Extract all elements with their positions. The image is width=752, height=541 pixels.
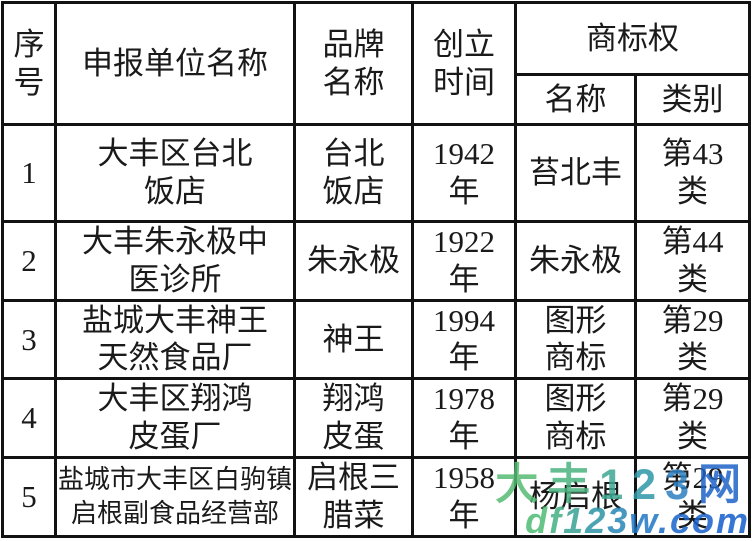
cell-tm-name: 杨启根: [514, 455, 637, 538]
cell-serial: 2: [1, 220, 57, 302]
header-row-sub: 名称 类别: [3, 73, 751, 126]
cell-tm-name: 苔北丰: [514, 123, 637, 223]
cell-company: 大丰区台北 饭店: [54, 123, 296, 223]
cell-serial: 1: [1, 123, 57, 223]
table-row: 5 盐城市大丰区白驹镇 启根副食品经营部 启根三 腊菜 1958 年 杨启根 第…: [1, 455, 751, 538]
cell-company: 盐城大丰神王 天然食品厂: [54, 298, 296, 381]
cell-founded: 1922 年: [411, 220, 517, 302]
header-trademark-group: 商标权: [514, 1, 751, 76]
cell-tm-name: 朱永极: [514, 220, 637, 302]
cell-brand: 朱永极: [293, 220, 414, 302]
cell-tm-class: 第29 类: [634, 377, 751, 459]
cell-tm-class: 第44 类: [634, 220, 751, 302]
header-founded: 创立 时间: [411, 1, 517, 126]
header-row-top: 序 号 申报单位名称 品牌 名称 创立 时间 商标权: [1, 1, 751, 126]
header-tm-name: 名称: [514, 73, 637, 126]
table-row: 4 大丰区翔鸿 皮蛋厂 翔鸿 皮蛋 1978 年 图形 商标 第29 类: [1, 377, 751, 459]
cell-tm-class: 第29 类: [634, 298, 751, 381]
table-row: 2 大丰朱永极中 医诊所 朱永极 1922 年 朱永极 第44 类: [1, 220, 751, 302]
cell-brand: 启根三 腊菜: [293, 455, 414, 538]
table-row: 1 大丰区台北 饭店 台北 饭店 1942 年 苔北丰 第43 类: [1, 123, 751, 223]
cell-tm-class: 第43 类: [634, 123, 751, 223]
cell-founded: 1958 年: [411, 455, 517, 538]
cell-serial: 5: [1, 455, 57, 538]
cell-brand: 台北 饭店: [293, 123, 414, 223]
cell-company: 大丰区翔鸿 皮蛋厂: [54, 377, 296, 459]
cell-tm-name: 图形 商标: [514, 298, 637, 381]
table-row: 3 盐城大丰神王 天然食品厂 神王 1994 年 图形 商标 第29 类: [1, 298, 751, 381]
cell-brand: 翔鸿 皮蛋: [293, 377, 414, 459]
header-company: 申报单位名称: [54, 1, 296, 126]
cell-founded: 1994 年: [411, 298, 517, 381]
cell-company: 大丰朱永极中 医诊所: [54, 220, 296, 302]
cell-tm-name: 图形 商标: [514, 377, 637, 459]
cell-tm-class: 第29 类: [634, 455, 751, 538]
header-brand: 品牌 名称: [293, 1, 414, 126]
cell-founded: 1978 年: [411, 377, 517, 459]
cell-serial: 3: [1, 298, 57, 381]
header-serial: 序 号: [1, 1, 57, 126]
cell-brand: 神王: [293, 298, 414, 381]
cell-company: 盐城市大丰区白驹镇 启根副食品经营部: [54, 455, 296, 538]
cell-founded: 1942 年: [411, 123, 517, 223]
cell-serial: 4: [1, 377, 57, 459]
header-tm-class: 类别: [634, 73, 751, 126]
